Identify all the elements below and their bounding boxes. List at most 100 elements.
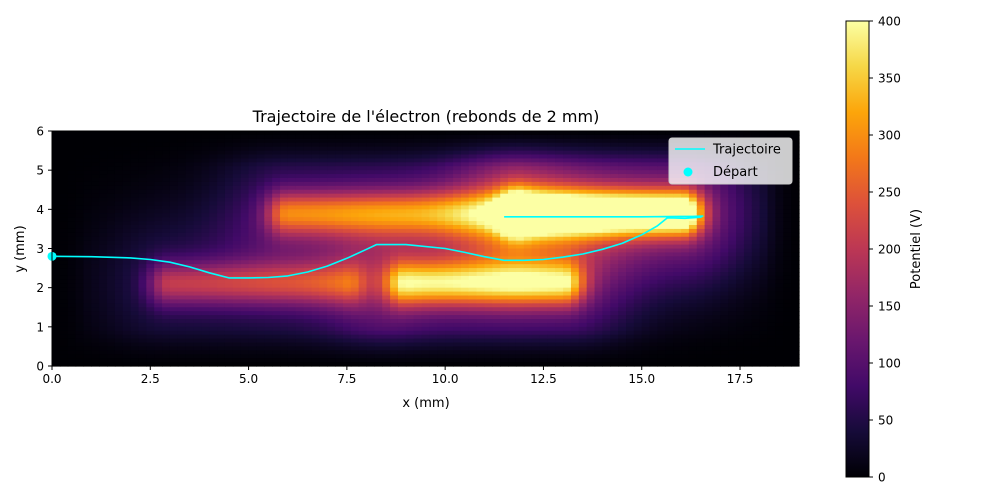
heatmap-cell <box>366 330 375 336</box>
heatmap-cell <box>484 272 493 277</box>
heatmap-cell <box>185 342 195 348</box>
heatmap-cell <box>358 134 368 140</box>
heatmap-cell <box>256 221 265 226</box>
heatmap-cell <box>688 334 698 340</box>
heatmap-cell <box>594 326 604 332</box>
heatmap-cell <box>539 338 548 344</box>
heatmap-cell <box>539 142 548 148</box>
heatmap-cell <box>146 334 155 340</box>
heatmap-cell <box>657 174 666 179</box>
heatmap-cell <box>413 150 423 156</box>
heatmap-cell <box>185 240 195 246</box>
heatmap-cell <box>649 299 659 304</box>
heatmap-cell <box>350 299 360 304</box>
heatmap-cell <box>232 201 242 207</box>
heatmap-cell <box>578 264 588 269</box>
heatmap-cell <box>83 170 92 175</box>
heatmap-cell <box>52 236 61 242</box>
heatmap-cell <box>83 260 92 265</box>
heatmap-cell <box>272 350 281 355</box>
heatmap-cell <box>523 138 533 144</box>
heatmap-cell <box>570 287 580 293</box>
heatmap-cell <box>429 319 438 324</box>
heatmap-cell <box>138 295 147 301</box>
heatmap-cell <box>99 350 108 355</box>
heatmap-cell <box>602 193 611 199</box>
heatmap-cell <box>107 334 116 340</box>
main-axes: Trajectoire de l'électron (rebonds de 2 … <box>13 107 800 411</box>
heatmap-cell <box>649 158 659 163</box>
heatmap-cell <box>248 264 258 269</box>
heatmap-cell <box>500 213 509 218</box>
heatmap-cell <box>665 236 674 242</box>
heatmap-cell <box>130 315 140 320</box>
heatmap-cell <box>610 162 619 167</box>
heatmap-cell <box>539 221 548 226</box>
heatmap-cell <box>350 287 360 293</box>
heatmap-cell <box>594 260 604 265</box>
heatmap-cell <box>146 350 155 355</box>
heatmap-cell <box>665 181 674 187</box>
heatmap-cell <box>390 260 399 265</box>
heatmap-cell <box>626 193 635 199</box>
heatmap-cell <box>240 346 250 351</box>
heatmap-cell <box>130 209 140 214</box>
heatmap-cell <box>358 174 368 179</box>
heatmap-cell <box>539 358 548 363</box>
heatmap-cell <box>201 232 210 238</box>
heatmap-cell <box>185 346 195 351</box>
heatmap-cell <box>531 217 541 222</box>
heatmap-cell <box>618 166 627 171</box>
heatmap-cell <box>657 244 666 250</box>
heatmap-cell <box>570 248 580 254</box>
heatmap-cell <box>397 275 407 281</box>
heatmap-cell <box>193 189 202 195</box>
heatmap-cell <box>366 307 375 312</box>
heatmap-cell <box>335 358 344 363</box>
heatmap-cell <box>405 346 415 351</box>
heatmap-cell <box>610 205 619 210</box>
heatmap-cell <box>311 217 320 222</box>
heatmap-cell <box>217 268 226 273</box>
heatmap-cell <box>311 322 320 328</box>
heatmap-cell <box>91 189 100 195</box>
heatmap-cell <box>52 213 61 218</box>
heatmap-cell <box>610 295 619 301</box>
heatmap-cell <box>397 279 407 285</box>
heatmap-cell <box>91 287 100 293</box>
heatmap-cell <box>594 236 604 242</box>
heatmap-cell <box>578 268 588 273</box>
heatmap-cell <box>523 146 533 152</box>
heatmap-cell <box>468 264 478 269</box>
heatmap-cell <box>335 213 344 218</box>
heatmap-cell <box>107 248 116 254</box>
heatmap-cell <box>201 181 210 187</box>
heatmap-cell <box>641 299 651 304</box>
heatmap-cell <box>303 142 313 148</box>
heatmap-cell <box>437 170 446 175</box>
heatmap-cell <box>633 342 643 348</box>
heatmap-cell <box>67 326 77 332</box>
heatmap-cell <box>602 283 611 289</box>
heatmap-cell <box>500 244 509 250</box>
heatmap-cell <box>476 272 486 277</box>
heatmap-cell <box>280 205 289 210</box>
heatmap-cell <box>390 170 399 175</box>
heatmap-cell <box>280 213 289 218</box>
heatmap-cell <box>311 287 320 293</box>
heatmap-cell <box>256 209 265 214</box>
heatmap-cell <box>342 181 352 187</box>
heatmap-cell <box>287 342 297 348</box>
heatmap-cell <box>358 322 368 328</box>
heatmap-cell <box>578 350 588 355</box>
heatmap-cell <box>99 228 108 234</box>
heatmap-cell <box>421 346 431 351</box>
heatmap-cell <box>437 264 446 269</box>
heatmap-cell <box>130 213 140 218</box>
heatmap-cell <box>99 283 108 289</box>
heatmap-cell <box>83 264 92 269</box>
heatmap-cell <box>633 174 643 179</box>
heatmap-cell <box>429 225 438 230</box>
heatmap-cell <box>366 236 375 242</box>
heatmap-cell <box>287 150 297 156</box>
